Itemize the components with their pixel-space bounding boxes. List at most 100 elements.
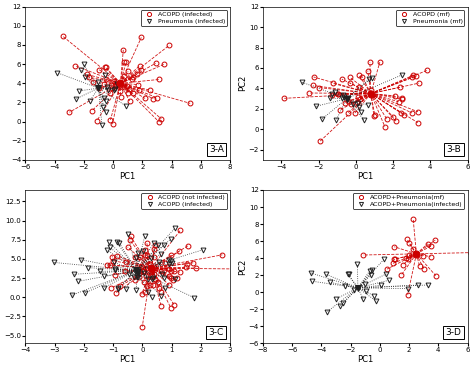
Pneumonia (infected) [87, 99, 92, 103]
ACOPD (mf) [337, 108, 343, 112]
Pneumonia (infected) [100, 105, 106, 109]
ACOPD (mf) [398, 110, 404, 115]
ACOPD (mf) [415, 120, 420, 125]
ACOPD (mf) [317, 85, 322, 90]
ACOPD+Pneumonia(mf) [399, 273, 404, 277]
Pneumonia (mf) [319, 117, 325, 121]
ACOPD (infected) [168, 259, 173, 263]
ACOPD (mf) [356, 95, 361, 99]
ACOPD+Pneumonia(mf) [406, 241, 412, 245]
Pneumonia (infected) [55, 71, 60, 75]
ACOPD (not infected) [174, 276, 180, 280]
ACOPD (mf) [410, 73, 416, 78]
ACOPD+Pneumonia(mf) [404, 237, 410, 241]
ACOPD (mf) [413, 74, 419, 78]
ACOPD+Pneumonia(mf) [428, 244, 434, 248]
ACOPD+Pneumonia(mf) [390, 261, 396, 266]
ACOPD (mf) [397, 85, 403, 89]
ACOPD (mf) [396, 100, 401, 104]
Pneumonia (mf) [356, 105, 361, 109]
Pneumonia (mf) [340, 93, 346, 98]
ACOPD+Pneumonia(infected) [415, 283, 421, 287]
ACOPD+Pneumonia(infected) [323, 272, 328, 276]
ACOPD+Pneumonia(mf) [410, 247, 416, 251]
ACOPD (mf) [401, 113, 407, 117]
ACOPD+Pneumonia(mf) [417, 263, 422, 268]
Pneumonia (infected) [105, 87, 111, 92]
Pneumonia (mf) [366, 77, 372, 81]
ACOPD (not infected) [137, 255, 143, 259]
Text: 3-C: 3-C [209, 328, 224, 337]
ACOPD (mf) [352, 111, 358, 115]
ACOPD+Pneumonia(mf) [384, 267, 390, 271]
ACOPD+Pneumonia(infected) [308, 271, 313, 275]
ACOPD (mf) [347, 81, 353, 85]
Line: ACOPD (mf): ACOPD (mf) [282, 60, 430, 144]
ACOPD (mf) [416, 81, 422, 85]
ACOPD+Pneumonia(mf) [468, 250, 474, 255]
ACOPD+Pneumonia(infected) [367, 269, 373, 273]
Text: 3-B: 3-B [447, 145, 462, 154]
ACOPD (mf) [317, 139, 323, 144]
ACOPD (mf) [393, 119, 399, 123]
Pneumonia (mf) [329, 92, 335, 96]
ACOPD (not infected) [177, 270, 183, 274]
ACOPD (mf) [382, 124, 388, 129]
Text: 3-D: 3-D [446, 328, 462, 337]
ACOPD+Pneumonia(infected) [362, 282, 368, 286]
ACOPD+Pneumonia(mf) [403, 256, 409, 261]
ACOPD (infected) [117, 89, 122, 93]
ACOPD (mf) [377, 60, 383, 64]
ACOPD (infected) [110, 122, 116, 126]
Pneumonia (mf) [313, 104, 319, 109]
ACOPD (mf) [400, 95, 405, 100]
ACOPD+Pneumonia(infected) [340, 301, 346, 305]
Pneumonia (mf) [332, 90, 338, 95]
ACOPD (mf) [367, 60, 373, 64]
ACOPD (infected) [147, 88, 153, 92]
ACOPD (mf) [357, 96, 363, 101]
ACOPD+Pneumonia(mf) [392, 257, 398, 261]
ACOPD (infected) [66, 110, 72, 114]
ACOPD (mf) [392, 94, 398, 98]
ACOPD (not infected) [113, 290, 119, 295]
ACOPD (infected) [138, 68, 144, 72]
Line: ACOPD+Pneumonia(infected): ACOPD+Pneumonia(infected) [308, 257, 430, 315]
Y-axis label: PC2: PC2 [238, 75, 247, 91]
ACOPD+Pneumonia(infected) [386, 278, 392, 283]
ACOPD (not infected) [177, 228, 183, 233]
Pneumonia (infected) [111, 88, 117, 92]
ACOPD (not infected) [158, 304, 164, 308]
Pneumonia (infected) [103, 99, 109, 103]
ACOPD+Pneumonia(mf) [400, 263, 406, 267]
Pneumonia (mf) [399, 72, 405, 77]
ACOPD (mf) [311, 75, 317, 79]
Pneumonia (infected) [123, 104, 129, 108]
ACOPD (mf) [391, 115, 396, 119]
ACOPD (mf) [310, 83, 316, 88]
ACOPD (mf) [335, 92, 341, 96]
X-axis label: PC1: PC1 [119, 171, 136, 181]
ACOPD (mf) [356, 85, 362, 90]
ACOPD (infected) [130, 91, 136, 96]
Pneumonia (mf) [356, 101, 361, 106]
Legend: ACOPD (infected), Pneumonia (infected): ACOPD (infected), Pneumonia (infected) [141, 10, 227, 26]
ACOPD (mf) [339, 77, 345, 81]
ACOPD+Pneumonia(infected) [361, 297, 366, 302]
ACOPD (mf) [347, 75, 353, 79]
Pneumonia (infected) [73, 97, 79, 101]
ACOPD (infected) [142, 96, 148, 100]
ACOPD+Pneumonia(mf) [410, 217, 416, 221]
ACOPD (not infected) [141, 268, 147, 273]
ACOPD (mf) [335, 92, 341, 96]
ACOPD (infected) [60, 34, 65, 38]
Line: ACOPD (not infected): ACOPD (not infected) [105, 228, 241, 329]
Pneumonia (infected) [95, 80, 100, 84]
Pneumonia (infected) [104, 84, 110, 89]
ACOPD+Pneumonia(infected) [337, 304, 343, 308]
Line: Pneumonia (infected): Pneumonia (infected) [55, 62, 128, 127]
ACOPD (mf) [399, 97, 405, 101]
ACOPD+Pneumonia(infected) [379, 283, 384, 287]
Pneumonia (mf) [299, 80, 305, 84]
ACOPD (mf) [356, 73, 362, 77]
